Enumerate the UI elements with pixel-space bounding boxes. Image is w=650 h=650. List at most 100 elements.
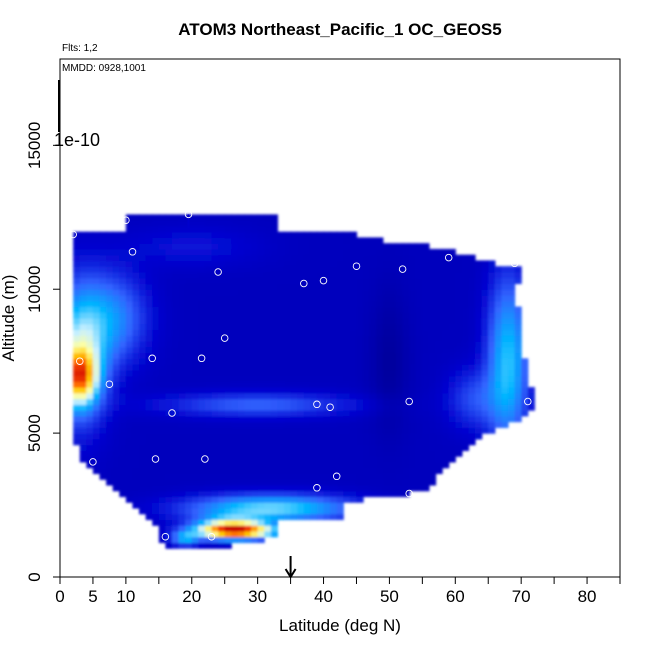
heatmap-cell [501,283,509,290]
heatmap-cell [125,225,134,233]
heatmap-cell [277,479,285,486]
heatmap-cell [442,277,450,285]
heatmap-cell [198,289,206,296]
heatmap-cell [172,254,180,262]
heatmap-cell [251,225,259,233]
heatmap-cell [139,323,147,331]
heatmap-cell [211,266,219,273]
heatmap-cell [396,358,404,365]
heatmap-cell [99,358,107,365]
heatmap-cell [257,404,265,411]
heatmap-cell [185,415,193,423]
heatmap-cell [112,318,120,325]
heatmap-cell [468,421,476,428]
heatmap-cell [158,260,167,267]
heatmap-cell [415,289,423,296]
flight-track-point [332,472,341,481]
heatmap-cell [448,277,456,285]
heatmap-cell [461,335,470,342]
plot-frame [59,58,621,578]
heatmap-cell [119,444,127,451]
heatmap-cell [73,237,81,244]
heatmap-cell [369,341,377,348]
heatmap-cell [172,467,180,474]
heatmap-cell [257,277,265,285]
heatmap-cell [139,444,147,451]
heatmap-cell [448,289,456,296]
heatmap-cell [428,329,437,336]
heatmap-cell [382,387,391,394]
heatmap-cell [185,461,193,469]
heatmap-cell [158,277,167,285]
heatmap-cell [336,294,344,302]
heatmap-cell [428,427,437,434]
heatmap-cell [455,323,463,331]
heatmap-cell [494,375,503,382]
heatmap-cell [435,438,443,446]
heatmap-cell [165,243,173,250]
heatmap-cell [435,306,443,313]
heatmap-cell [231,266,239,273]
heatmap-cell [191,237,199,244]
heatmap-cell [376,381,384,388]
heatmap-cell [172,277,180,285]
heatmap-cell [218,323,226,331]
heatmap-cell [73,392,81,400]
flight-track-point [220,334,229,342]
heatmap-cell [330,433,338,440]
heatmap-cell [428,341,437,348]
heatmap-cell [270,467,279,474]
heatmap-cell [376,271,384,279]
heatmap-cell [409,329,417,336]
heatmap-cell [145,352,153,359]
heatmap-cell [125,346,134,354]
heatmap-cell [284,490,292,498]
heatmap-cell [284,248,292,256]
heatmap-cell [277,513,285,521]
heatmap-cell [382,410,391,417]
heatmap-cell [73,421,81,428]
heatmap-cell [237,496,246,503]
heatmap-cell [125,352,134,359]
heatmap-cell [363,387,371,394]
heatmap-cell [224,283,232,290]
heatmap-cell [428,387,437,394]
heatmap-cell [99,289,107,296]
heatmap-cell [527,404,535,411]
heatmap-cell [218,231,226,239]
heatmap-cell [481,415,489,423]
heatmap-cell [376,473,384,480]
heatmap-cell [191,294,199,302]
heatmap-cell [389,260,397,267]
heatmap-cell [475,433,483,440]
heatmap-cell [290,364,298,371]
heatmap-cell [172,473,180,480]
heatmap-cell [172,248,180,256]
heatmap-cell [270,473,279,480]
heatmap-cell [125,220,134,227]
heatmap-cell [435,335,443,342]
heatmap-cell [185,484,193,492]
heatmap-cell [86,438,94,446]
heatmap-cell [237,387,246,394]
heatmap-cell [231,398,239,405]
heatmap-cell [310,427,318,434]
heatmap-cell [442,260,450,267]
heatmap-cell [178,364,186,371]
heatmap-cell [185,306,193,313]
heatmap-cell [461,415,470,423]
heatmap-cell [99,392,107,400]
heatmap-cell [191,404,199,411]
heatmap-cell [303,329,311,336]
heatmap-cell [343,266,351,273]
heatmap-cell [224,231,232,239]
heatmap-cell [178,398,186,405]
heatmap-cell [297,513,305,521]
heatmap-cell [284,318,292,325]
heatmap-cell [422,387,430,394]
heatmap-cell [172,271,180,279]
heatmap-cell [251,214,259,221]
heatmap-cell [198,473,206,480]
heatmap-cell [178,283,186,290]
heatmap-cell [231,490,239,498]
